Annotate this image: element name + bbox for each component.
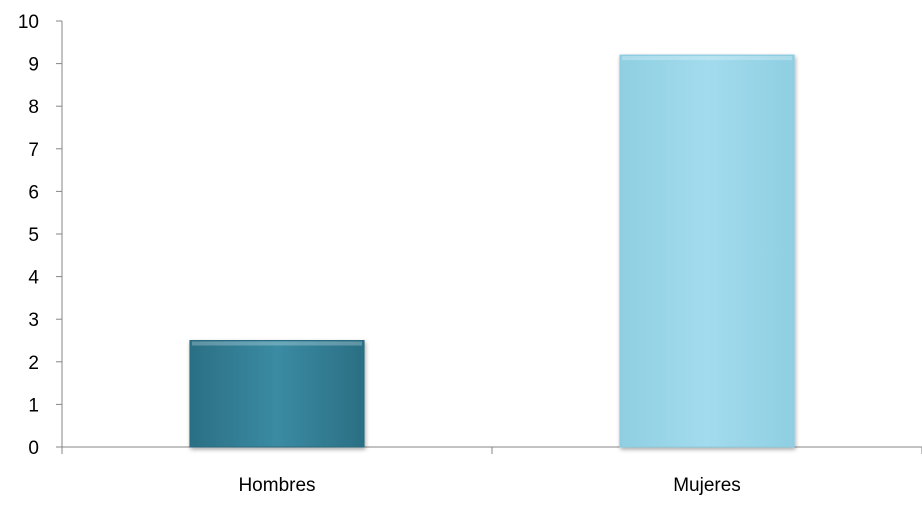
x-tick-label: Mujeres — [673, 475, 741, 496]
bars — [189, 54, 795, 448]
y-tick-label: 0 — [28, 438, 39, 459]
bar-highlight — [621, 56, 793, 61]
y-tick-label: 8 — [28, 97, 39, 118]
bar-mujeres — [619, 54, 795, 448]
bar-highlight — [191, 341, 363, 346]
y-tick-label: 5 — [28, 225, 39, 246]
y-tick-label: 6 — [28, 182, 39, 203]
tick-labels: 0 1 2 3 4 5 6 7 8 9 10 Hombres Mujeres — [18, 12, 741, 496]
y-tick-label: 3 — [28, 310, 39, 331]
x-tick-label: Hombres — [238, 475, 315, 496]
y-tick-label: 7 — [28, 140, 39, 161]
y-tick-label: 1 — [28, 395, 39, 416]
y-tick-label: 2 — [28, 353, 39, 374]
bar-rect — [619, 54, 795, 448]
y-tick-label: 4 — [28, 268, 39, 289]
bar-hombres — [189, 340, 365, 448]
bar-rect — [189, 340, 365, 448]
y-tick-label: 9 — [28, 55, 39, 76]
y-tick-label: 10 — [18, 12, 39, 33]
